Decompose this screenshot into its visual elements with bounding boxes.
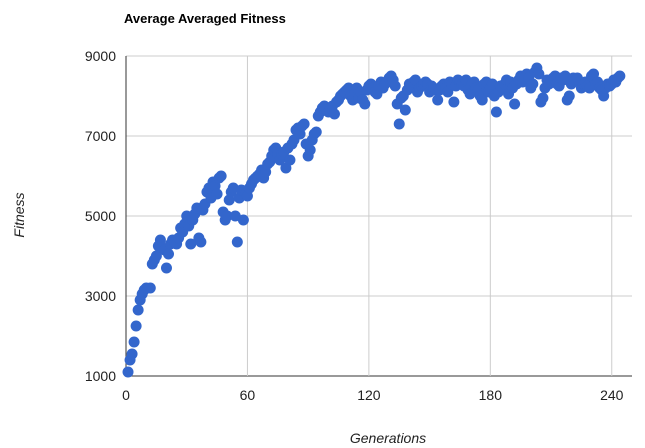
y-tick-label: 5000 (85, 208, 116, 224)
y-tick-label: 3000 (85, 288, 116, 304)
data-point (476, 94, 488, 106)
data-point (163, 248, 175, 260)
x-tick-label: 120 (357, 387, 381, 403)
data-point (128, 336, 140, 348)
data-point (221, 210, 233, 222)
y-tick-label: 7000 (85, 128, 116, 144)
x-tick-label: 240 (600, 387, 624, 403)
data-point (359, 98, 371, 110)
data-point (284, 154, 296, 166)
data-point (122, 366, 134, 378)
chart-title: Average Averaged Fitness (124, 11, 286, 26)
y-tick-label: 1000 (85, 368, 116, 384)
data-point (215, 170, 227, 182)
data-points (122, 62, 626, 378)
data-point (195, 236, 207, 248)
y-axis-title: Fitness (11, 192, 27, 237)
data-point (211, 188, 223, 200)
data-point (563, 90, 575, 102)
data-point (527, 78, 539, 90)
data-point (237, 214, 249, 226)
y-axis-ticks: 1000 3000 5000 7000 9000 (85, 48, 116, 384)
data-point (389, 80, 401, 92)
gridlines (125, 55, 632, 377)
data-point (160, 262, 172, 274)
data-point (298, 118, 310, 130)
x-tick-label: 60 (240, 387, 256, 403)
x-tick-label: 0 (122, 387, 130, 403)
data-point (231, 236, 243, 248)
data-point (614, 70, 626, 82)
data-point (185, 238, 197, 250)
x-axis-ticks: 0 60 120 180 240 (122, 387, 624, 403)
data-point (509, 98, 521, 110)
data-point (393, 118, 405, 130)
data-point (490, 106, 502, 118)
data-point (328, 108, 340, 120)
x-tick-label: 180 (479, 387, 503, 403)
data-point (310, 126, 322, 138)
data-point (533, 68, 545, 80)
data-point (144, 282, 156, 294)
data-point (399, 104, 411, 116)
data-point (537, 92, 549, 104)
data-point (130, 320, 142, 332)
data-point (448, 96, 460, 108)
y-tick-label: 9000 (85, 48, 116, 64)
data-point (304, 144, 316, 156)
data-point (132, 304, 144, 316)
data-point (432, 94, 444, 106)
data-point (126, 348, 138, 360)
data-point (150, 250, 162, 262)
x-axis-title: Generations (350, 430, 426, 446)
